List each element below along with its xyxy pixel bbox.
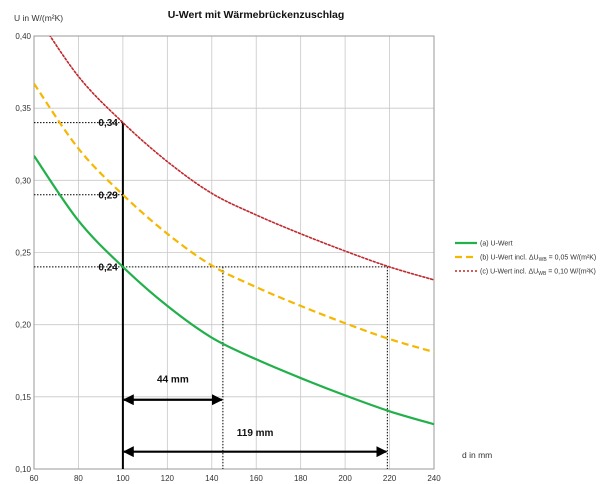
y-tick-label: 0,40 [15, 32, 31, 41]
series-line-b [34, 83, 434, 354]
x-tick-label: 60 [30, 474, 39, 483]
series-line-c [49, 36, 434, 281]
y-tick-label: 0,10 [15, 465, 31, 474]
legend-label-c: (c) U-Wert incl. ΔUWB = 0,10 W/(m²K) [480, 269, 596, 278]
y-tick-label: 0,20 [15, 321, 31, 330]
x-axis-title: d in mm [462, 450, 492, 460]
series-line-a [34, 155, 434, 426]
y-axis-title: U in W/(m²K) [14, 13, 63, 23]
chart-title: U-Wert mit Wärmebrückenzuschlag [168, 9, 345, 21]
legend-label-b: (b) U-Wert incl. ΔUWB = 0,05 W/(m²K) [480, 255, 596, 264]
x-tick-label: 240 [427, 474, 441, 483]
annotations: 0,34 0,29 0,24 44 mm 119 mm [98, 118, 388, 458]
x-tick-label: 100 [116, 474, 130, 483]
legend: (a) U-Wert (b) U-Wert incl. ΔUWB = 0,05 W… [455, 241, 596, 278]
x-tick-label: 120 [161, 474, 175, 483]
x-axis-ticks: 60 80 100 120 140 160 180 200 220 240 [30, 474, 442, 483]
dimension-label: 119 mm [237, 428, 274, 439]
y-tick-label: 0,35 [15, 104, 31, 113]
dimension-label: 44 mm [157, 374, 189, 385]
y-tick-label: 0,30 [15, 176, 31, 185]
y-tick-label: 0,25 [15, 249, 31, 258]
x-tick-label: 140 [205, 474, 219, 483]
x-tick-label: 160 [250, 474, 264, 483]
reference-lines [34, 122, 388, 469]
y-axis-ticks: 0,10 0,15 0,20 0,25 0,30 0,35 0,40 [15, 32, 31, 474]
value-label: 0,29 [98, 190, 118, 201]
x-tick-label: 200 [338, 474, 352, 483]
plot-area-border [33, 35, 435, 470]
series-lines [34, 36, 434, 426]
value-label: 0,34 [98, 118, 118, 129]
legend-label-a: (a) U-Wert [480, 241, 513, 248]
x-tick-label: 80 [74, 474, 83, 483]
plot-frame [33, 35, 435, 470]
value-label: 0,24 [98, 262, 118, 273]
x-tick-label: 180 [294, 474, 308, 483]
y-tick-label: 0,15 [15, 393, 31, 402]
x-tick-label: 220 [383, 474, 397, 483]
